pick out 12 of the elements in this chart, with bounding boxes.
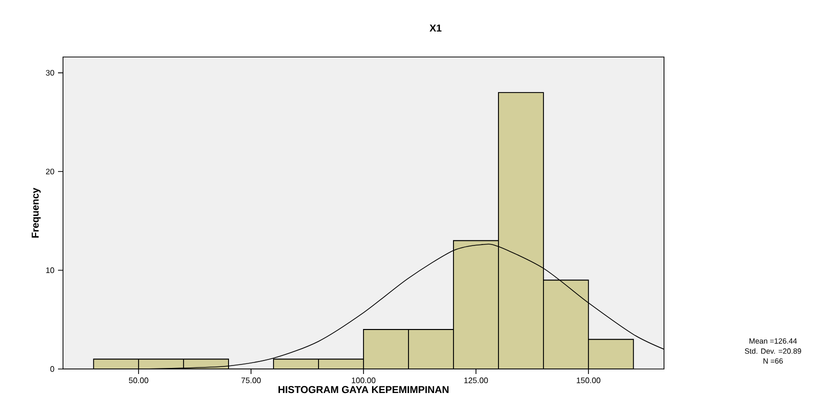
x-tick-label: 75.00: [241, 378, 261, 384]
y-tick-label: 0: [50, 366, 54, 372]
y-tick-label: 10: [46, 267, 54, 274]
x-tick-label: 100.00: [352, 378, 376, 384]
y-tick-label: 20: [46, 168, 54, 174]
x-tick-label: 150.00: [576, 378, 600, 384]
x-axis-title: HISTOGRAM GAYA KEPEMIMPINAN: [278, 386, 448, 394]
x-tick-label: 50.00: [128, 378, 148, 384]
x-tick-label: 125.00: [464, 378, 488, 384]
y-axis-title: Frequency: [32, 188, 41, 238]
y-tick-label: 30: [46, 70, 54, 76]
chart-title: X1: [430, 24, 442, 32]
